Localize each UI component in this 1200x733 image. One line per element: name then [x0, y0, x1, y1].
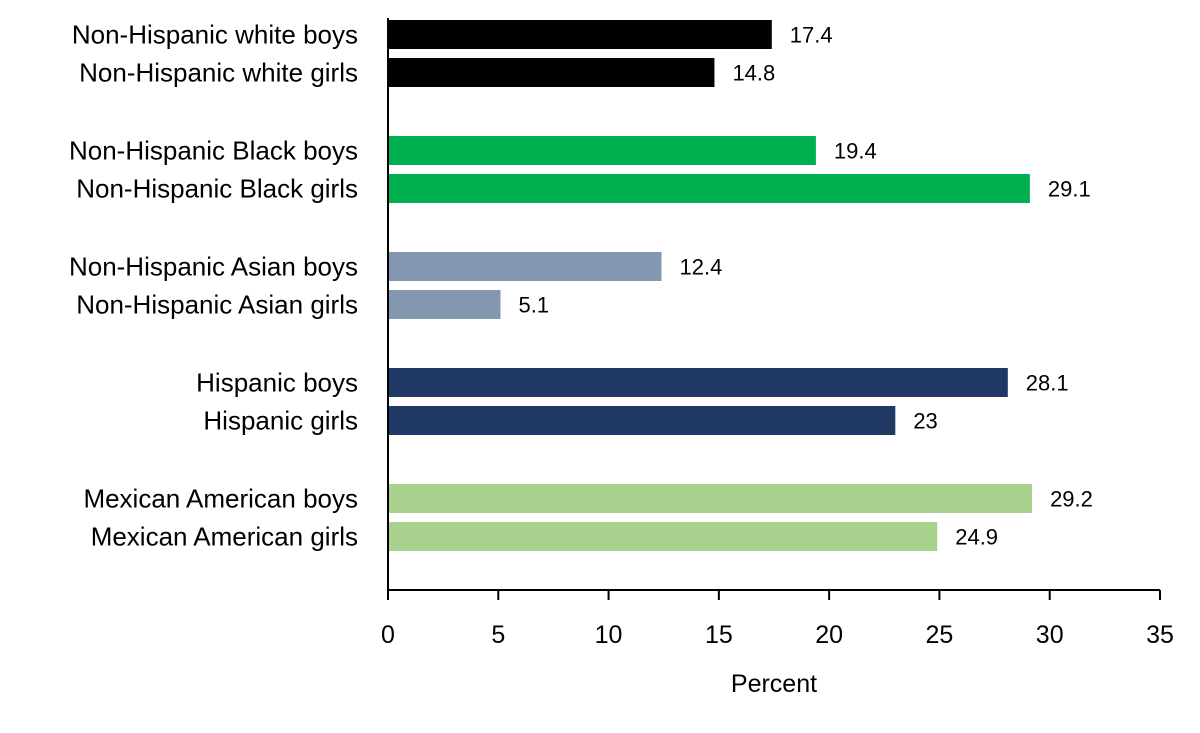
category-label: Hispanic girls	[203, 406, 358, 436]
bar	[388, 522, 938, 551]
bar	[388, 252, 662, 281]
data-label: 24.9	[955, 525, 998, 550]
x-tick-label: 10	[595, 621, 623, 649]
bars-layer	[388, 20, 1033, 551]
x-tick-label: 20	[815, 621, 843, 649]
data-label: 19.4	[834, 139, 877, 164]
x-tick-label: 5	[491, 621, 505, 649]
category-label: Mexican American girls	[91, 522, 358, 552]
data-label: 29.1	[1048, 177, 1091, 202]
data-label: 12.4	[680, 255, 723, 280]
x-tick-label: 0	[381, 621, 395, 649]
data-label: 14.8	[732, 61, 775, 86]
category-label: Mexican American boys	[83, 484, 358, 514]
x-tick-label: 35	[1146, 621, 1174, 649]
labels-layer: Non-Hispanic white boys 17.4 Non-Hispanic …	[69, 20, 1093, 552]
bar	[388, 368, 1008, 397]
x-tick-label: 30	[1036, 621, 1064, 649]
bar	[388, 174, 1030, 203]
category-label: Non-Hispanic Asian boys	[69, 252, 358, 282]
bar	[388, 20, 772, 49]
category-label: Non-Hispanic Asian girls	[76, 290, 358, 320]
category-label: Non-Hispanic Black girls	[76, 174, 358, 204]
bar	[388, 484, 1033, 513]
category-label: Non-Hispanic white boys	[72, 20, 358, 50]
data-label: 5.1	[518, 293, 549, 318]
x-axis: 0 5 10 15 20 25 30 35	[381, 18, 1174, 649]
bar	[388, 58, 715, 87]
data-label: 23	[913, 409, 937, 434]
data-label: 17.4	[790, 23, 833, 48]
category-label: Non-Hispanic Black boys	[69, 136, 358, 166]
x-axis-title: Percent	[731, 670, 817, 698]
category-label: Non-Hispanic white girls	[79, 58, 358, 88]
data-label: 29.2	[1050, 487, 1093, 512]
bar	[388, 136, 816, 165]
bar	[388, 406, 896, 435]
bar	[388, 290, 501, 319]
data-label: 28.1	[1026, 371, 1069, 396]
category-label: Hispanic boys	[196, 368, 358, 398]
x-tick-label: 25	[926, 621, 954, 649]
x-tick-label: 15	[705, 621, 733, 649]
